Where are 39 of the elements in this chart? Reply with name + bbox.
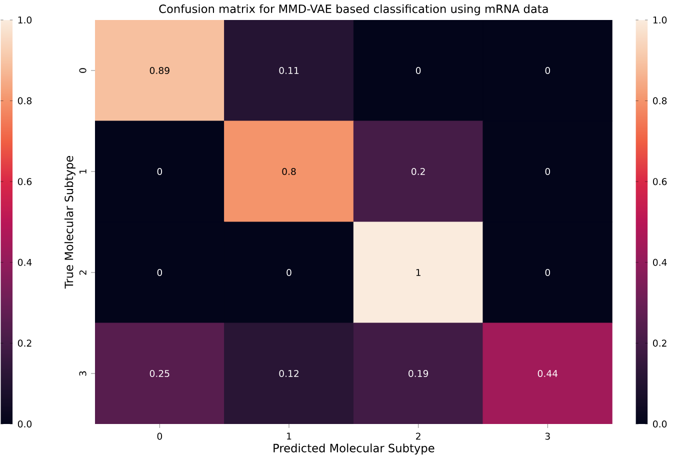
text: 0.0 (18, 420, 32, 428)
data-label: 0.12 (279, 370, 298, 378)
data-label: 0.44 (538, 370, 558, 378)
data-label: 0.25 (150, 370, 170, 378)
color-bar-label: 0.2 (653, 340, 666, 347)
chart-title: Confusion matrix for MMD-VAE based classification using mRNA data (159, 4, 548, 16)
data-label: 0 (157, 168, 162, 176)
text: 0.6 (18, 178, 32, 186)
color-bar-label: 0.6 (653, 178, 667, 186)
data-label: 1 (416, 269, 420, 276)
text: 0.4 (18, 258, 32, 266)
data-label: 0 (545, 168, 550, 176)
data-label: 0 (286, 268, 292, 276)
x-tick-label: 3 (545, 432, 550, 440)
data-label: 0 (157, 268, 162, 276)
x-tick-label: 1 (287, 432, 292, 440)
color-bar-label: 0.0 (653, 420, 667, 428)
data-label: 0 (416, 66, 421, 74)
data-label: 0 (545, 268, 550, 276)
text: 1.0 (18, 16, 32, 24)
x-axis-title: Predicted Molecular Subtype (274, 444, 434, 455)
text: 0.8 (18, 97, 32, 104)
y-tick-label: 3 (79, 371, 86, 376)
data-label: 0.19 (408, 370, 428, 378)
data-label: 0 (545, 66, 550, 74)
data-label: 0.89 (150, 66, 170, 74)
data-label: 0.2 (412, 168, 425, 176)
y-tick-label: 1 (79, 169, 86, 174)
y-axis-title: True Molecular Subtype (64, 156, 76, 289)
y-tick-label: 2 (79, 270, 86, 275)
color-bar-label: 0.8 (653, 97, 667, 104)
data-label: 0.8 (282, 168, 296, 176)
data-label: 0.11 (279, 66, 299, 74)
y-tick-label: 0 (79, 68, 86, 73)
x-tick-label: 0 (157, 432, 162, 440)
x-tick-label: 2 (416, 432, 420, 440)
text: 0.2 (18, 340, 32, 347)
color-bar-label: 1.0 (653, 16, 667, 24)
color-bar-label: 0.4 (653, 258, 667, 266)
